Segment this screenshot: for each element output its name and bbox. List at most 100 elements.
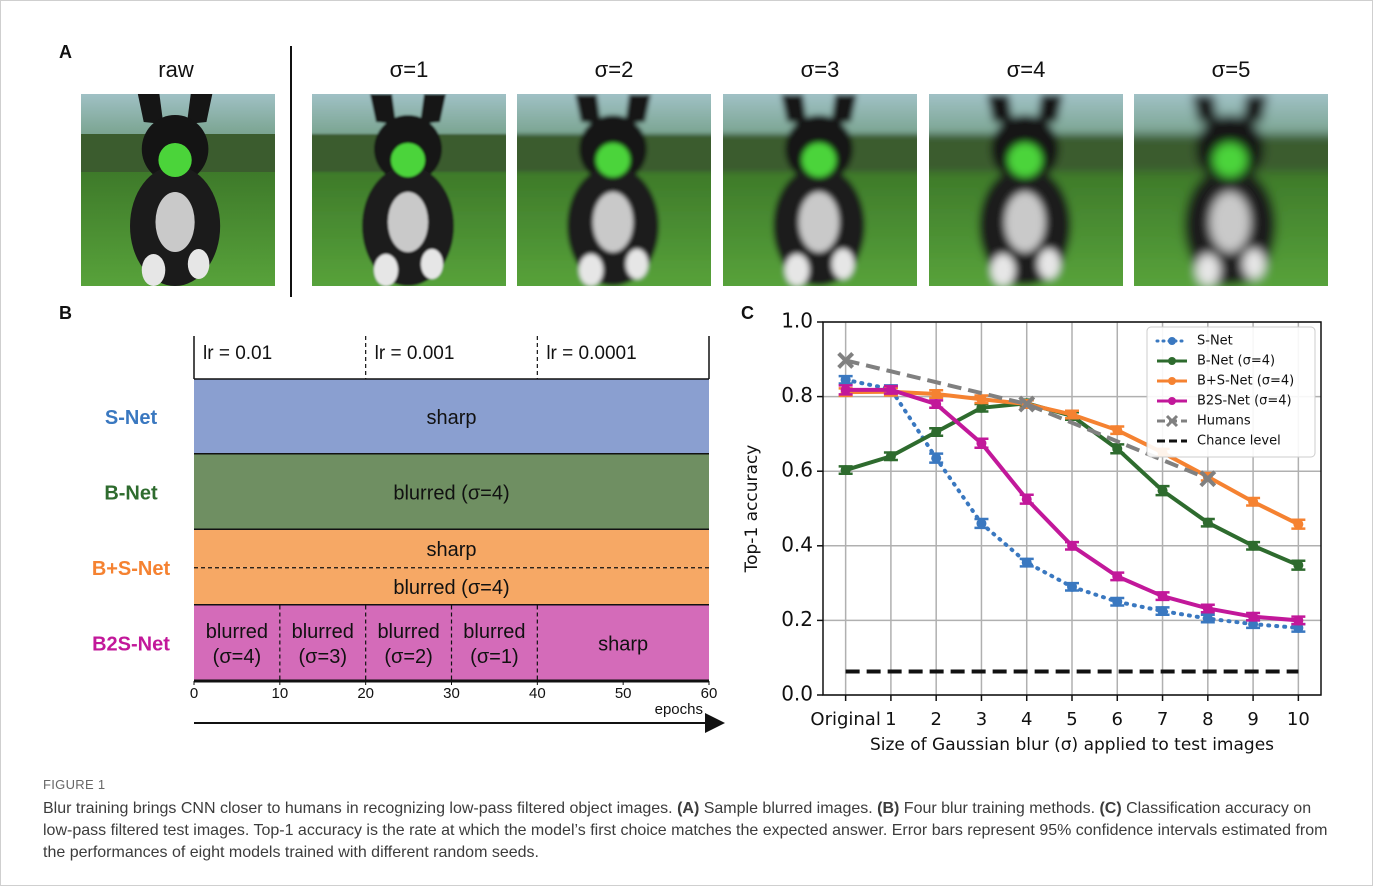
data-point [1248, 611, 1259, 622]
x-tick-label: 1 [885, 709, 896, 730]
training-segment [537, 605, 709, 681]
y-tick-label: 0.4 [781, 532, 813, 556]
lr-label: lr = 0.001 [375, 343, 455, 364]
panel-reference: (B) [877, 800, 900, 817]
data-point [1199, 470, 1217, 488]
data-point [1202, 517, 1213, 528]
data-point [1112, 425, 1123, 436]
row-label: B2S-Net [92, 634, 170, 656]
sample-image [723, 94, 917, 286]
accuracy-chart: 0.0 0.2 0.4 0.6 0.8 1.0 Original 1 2 3 4 5 6 7 8 9 10 Siz… [742, 309, 1322, 755]
segment-label: blurred (σ=4) [393, 577, 509, 599]
x-tick-label: 50 [615, 685, 632, 702]
caption-run: Sample blurred images. [699, 800, 878, 817]
x-tick-label: 40 [529, 685, 546, 702]
row-label: S-Net [105, 407, 158, 429]
sample-image [312, 94, 506, 286]
legend-marker [1168, 377, 1176, 385]
data-point [931, 399, 942, 410]
segment-label: sharp [426, 539, 476, 561]
segment-label: blurred (σ=4) [393, 483, 509, 505]
x-tick-label: 0 [190, 685, 198, 702]
x-tick-label: 6 [1112, 709, 1123, 730]
image-caption: raw [158, 57, 194, 82]
x-tick-label: 3 [976, 709, 987, 730]
training-segment [194, 530, 709, 568]
segment-label: sharp [598, 634, 648, 656]
legend-label: B-Net (σ=4) [1197, 354, 1275, 369]
y-tick-label: 0.8 [781, 383, 813, 407]
x-tick-label: 60 [701, 685, 718, 702]
legend-label: B2S-Net (σ=4) [1197, 394, 1292, 409]
legend-label: Chance level [1197, 434, 1281, 449]
segment-label: sharp [426, 407, 476, 429]
legend-marker [1165, 414, 1179, 428]
data-point [1112, 571, 1123, 582]
training-segment [194, 567, 709, 606]
legend: S-Net B-Net (σ=4) B+S-Net (σ=4) B2S-Net (σ=… [1146, 326, 1316, 458]
x-axis-label: epochs [655, 701, 703, 718]
lr-label: lr = 0.0001 [546, 343, 636, 364]
data-point [1021, 557, 1032, 568]
legend-marker [1168, 337, 1176, 345]
segment-label: blurred [463, 621, 525, 643]
lr-label: lr = 0.01 [203, 343, 272, 364]
data-point [976, 394, 987, 405]
figure-label: FIGURE 1 [43, 777, 106, 792]
y-tick-label: 0.0 [781, 682, 813, 706]
legend-marker [1168, 397, 1176, 405]
data-point [931, 388, 942, 399]
data-point [976, 438, 987, 449]
data-point [1248, 540, 1259, 551]
sample-image [81, 94, 275, 286]
sample-image [1134, 94, 1328, 286]
image-caption: σ=2 [595, 57, 634, 82]
data-point [1202, 613, 1213, 624]
x-tick-label: 2 [930, 709, 941, 730]
training-diagram: lr = 0.01 lr = 0.001 lr = 0.0001 S-Net sharp… [92, 336, 725, 733]
image-caption: σ=5 [1212, 57, 1251, 82]
x-tick-label: 5 [1066, 709, 1077, 730]
data-point [931, 427, 942, 438]
data-point [1157, 591, 1168, 602]
segment-label: (σ=1) [470, 646, 518, 668]
x-tick-label: 9 [1247, 709, 1258, 730]
image-caption: σ=1 [390, 57, 429, 82]
y-tick-label: 0.6 [781, 458, 813, 482]
caption-run: Classification accuracy on low-pass filt… [43, 800, 1328, 861]
row-label: B+S-Net [92, 558, 171, 580]
legend-label: B+S-Net (σ=4) [1197, 374, 1294, 389]
data-point [1021, 494, 1032, 505]
data-point [1293, 615, 1304, 626]
data-point [840, 465, 851, 476]
x-tick-label: 10 [271, 685, 288, 702]
x-tick-label: 7 [1157, 709, 1168, 730]
image-caption: σ=4 [1007, 57, 1046, 82]
training-segment [365, 605, 452, 681]
caption-run: Four blur training methods. [899, 800, 1100, 817]
data-point [1067, 540, 1077, 551]
plot-frame [822, 321, 1322, 696]
segment-label: (σ=4) [213, 646, 261, 668]
data-point [1067, 581, 1077, 592]
y-axis-label: Top-1 accuracy [742, 445, 762, 574]
legend-label: S-Net [1197, 334, 1233, 349]
training-segment [451, 605, 538, 681]
y-tick-label: 1.0 [781, 309, 813, 333]
panel-label: B [59, 303, 72, 323]
legend-box [1146, 326, 1316, 458]
data-point [1018, 395, 1036, 413]
data-point [840, 384, 851, 395]
data-point [840, 374, 851, 385]
row-label: B-Net [104, 483, 158, 505]
x-tick-label: 10 [1287, 709, 1310, 730]
training-segment [194, 605, 280, 681]
legend-label: Humans [1197, 414, 1251, 429]
segment-label: blurred [206, 621, 268, 643]
caption-run: Blur training brings CNN closer to human… [43, 800, 678, 817]
x-tick-label: Original [810, 709, 880, 730]
training-segment [194, 454, 709, 530]
segment-label: blurred [292, 621, 354, 643]
panel-label: C [741, 303, 754, 323]
training-segment [279, 605, 366, 681]
